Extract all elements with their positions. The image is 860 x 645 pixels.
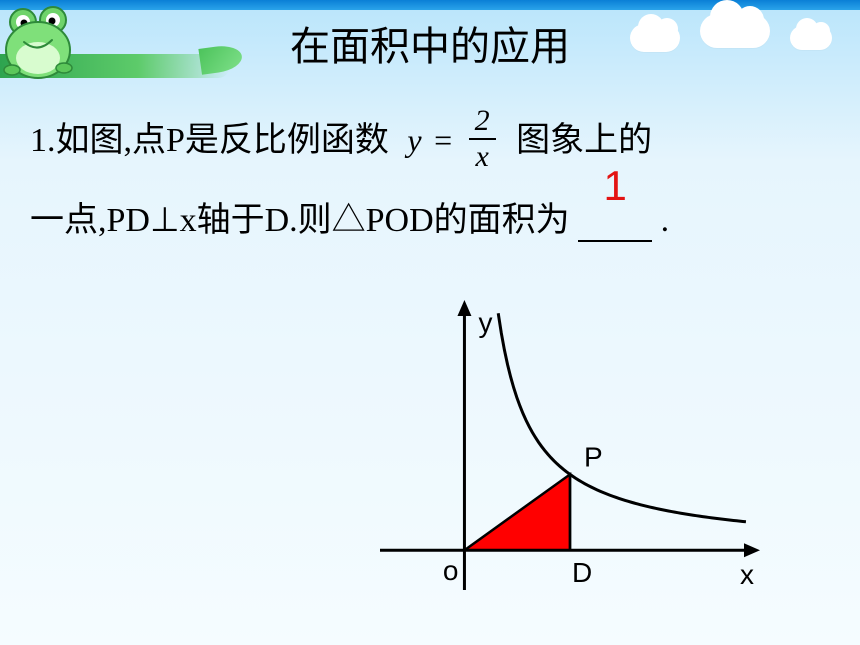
frog-icon (0, 2, 86, 92)
equation-fraction: 2 x (469, 106, 496, 172)
text-line2-suffix: . (661, 202, 670, 239)
answer-value: 1 (578, 162, 652, 210)
graph-figure: y x o P D (380, 300, 760, 590)
problem-line-1: 1.如图,点P是反比例函数 y = 2 x 图象上的 (30, 110, 830, 184)
text-prefix: 1.如图,点P是反比例函数 (30, 122, 389, 159)
problem-text: 1.如图,点P是反比例函数 y = 2 x 图象上的 一点,PD⊥x轴于D.则△… (30, 110, 830, 242)
svg-text:x: x (740, 559, 754, 590)
fraction-numerator: 2 (469, 106, 496, 136)
text-suffix-1: 图象上的 (516, 122, 652, 159)
svg-text:D: D (572, 557, 592, 588)
svg-text:P: P (584, 441, 603, 472)
answer-blank: 1 (578, 202, 652, 242)
equation-equals: = (434, 122, 452, 158)
text-line2-prefix: 一点,PD⊥x轴于D.则△POD的面积为 (30, 202, 570, 239)
svg-text:o: o (443, 555, 459, 586)
fraction-denominator: x (469, 142, 496, 172)
problem-line-2: 一点,PD⊥x轴于D.则△POD的面积为 1 . (30, 192, 830, 242)
equation-lhs: y (407, 122, 421, 158)
svg-text:y: y (478, 307, 492, 338)
